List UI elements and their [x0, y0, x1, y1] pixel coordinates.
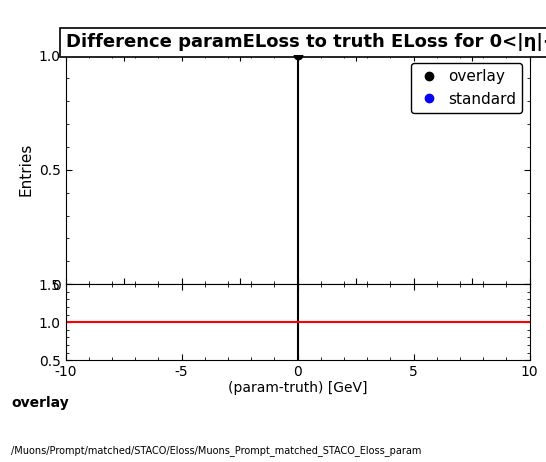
- Text: Difference paramELoss to truth ELoss for 0<|η|<1.35: Difference paramELoss to truth ELoss for…: [66, 33, 546, 51]
- X-axis label: (param-truth) [GeV]: (param-truth) [GeV]: [228, 381, 367, 395]
- Y-axis label: Entries: Entries: [18, 143, 33, 196]
- Legend: overlay, standard: overlay, standard: [411, 63, 522, 113]
- Text: /Muons/Prompt/matched/STACO/Eloss/Muons_Prompt_matched_STACO_Eloss_param: /Muons/Prompt/matched/STACO/Eloss/Muons_…: [11, 445, 422, 456]
- Text: overlay: overlay: [11, 395, 69, 409]
